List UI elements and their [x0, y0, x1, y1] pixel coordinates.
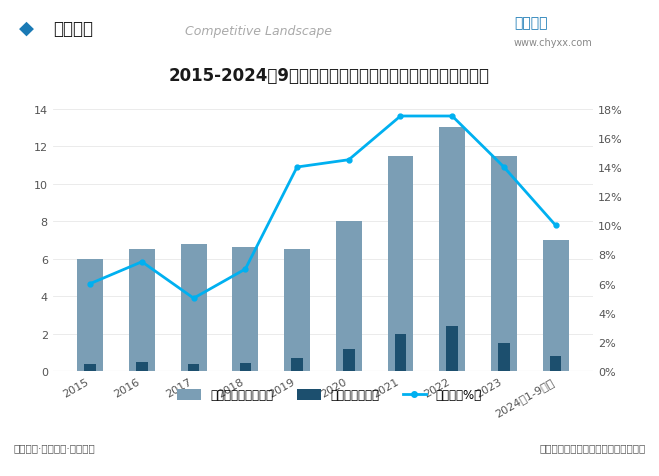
Bar	[181, 244, 206, 371]
毛利率（%）	[241, 267, 249, 272]
Bar	[395, 334, 407, 371]
毛利率（%）	[138, 259, 146, 265]
毛利率（%）	[190, 296, 198, 301]
Text: www.chyxx.com: www.chyxx.com	[514, 38, 592, 48]
Text: 竞争格局: 竞争格局	[53, 20, 93, 38]
Text: 资料来源：企业年报、智研和讯读整理: 资料来源：企业年报、智研和讯读整理	[540, 443, 646, 452]
Bar	[188, 364, 200, 371]
Bar	[77, 259, 103, 371]
Bar	[498, 343, 509, 371]
毛利率（%）	[293, 165, 301, 170]
Text: Competitive Landscape: Competitive Landscape	[185, 25, 331, 38]
毛利率（%）	[345, 158, 353, 163]
Bar	[446, 327, 458, 371]
Bar	[491, 156, 517, 371]
Bar	[387, 156, 413, 371]
Bar	[129, 250, 155, 371]
Bar	[336, 222, 362, 371]
Line: 毛利率（%）: 毛利率（%）	[88, 114, 558, 301]
Bar	[284, 250, 310, 371]
毛利率（%）	[397, 114, 405, 119]
Bar	[233, 248, 258, 371]
Bar	[239, 363, 251, 371]
毛利率（%）	[86, 281, 94, 287]
Text: 2015-2024年9月西部牧业营业总收入、毛利润及毛利率统计: 2015-2024年9月西部牧业营业总收入、毛利润及毛利率统计	[169, 67, 490, 85]
Bar	[136, 362, 148, 371]
Bar	[84, 364, 96, 371]
Bar	[291, 358, 303, 371]
Bar	[440, 128, 465, 371]
毛利率（%）	[448, 114, 456, 119]
Text: 精品报告·专项定制·品质服务: 精品报告·专项定制·品质服务	[13, 443, 95, 452]
Bar	[542, 240, 569, 371]
毛利率（%）	[552, 223, 559, 228]
Text: ◆: ◆	[19, 19, 34, 38]
毛利率（%）	[500, 165, 508, 170]
Text: 智研咨询: 智研咨询	[514, 16, 548, 30]
Bar	[343, 349, 355, 371]
Bar	[550, 357, 561, 371]
Legend: 营业总收入（亿元）, 毛利润（亿元）, 毛利率（%）: 营业总收入（亿元）, 毛利润（亿元）, 毛利率（%）	[173, 384, 486, 407]
